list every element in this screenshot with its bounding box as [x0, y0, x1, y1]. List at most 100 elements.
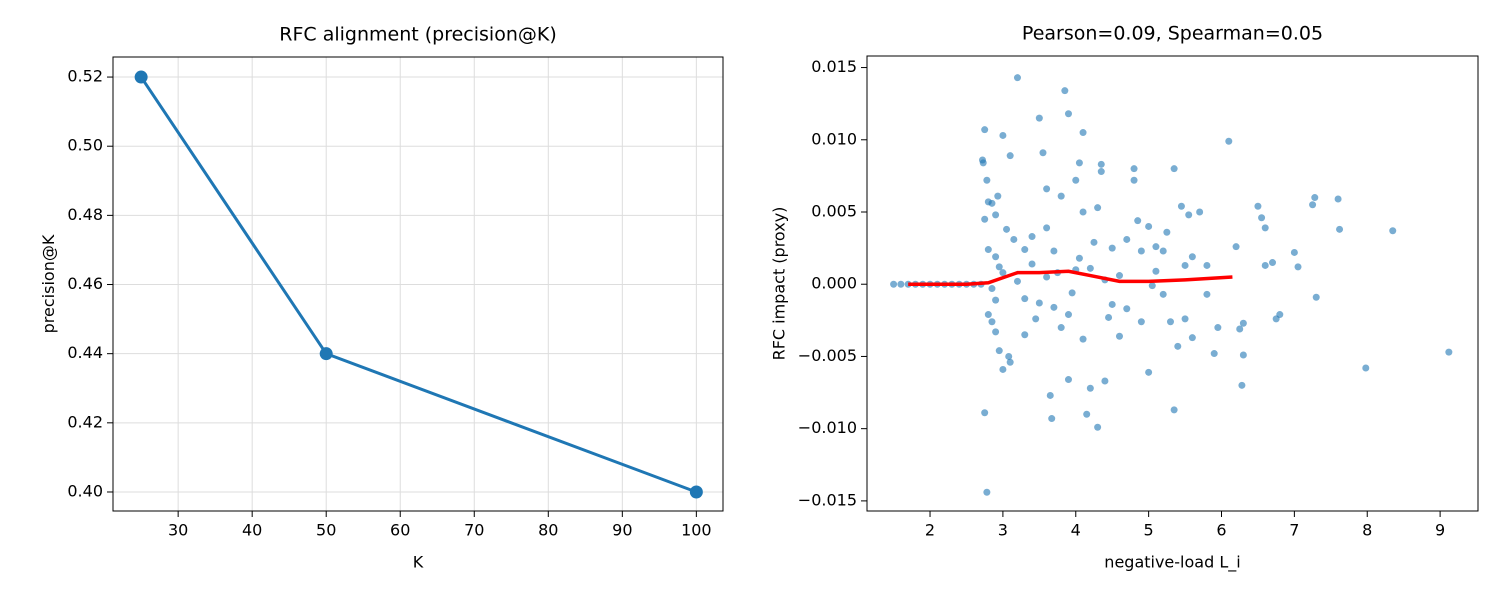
- point: [979, 159, 987, 167]
- x-axis-label: negative-load L_i: [1104, 553, 1240, 573]
- x-tick-label: 50: [316, 521, 336, 540]
- point: [1072, 176, 1080, 184]
- point: [1225, 137, 1233, 145]
- point: [1137, 247, 1145, 255]
- y-tick-label: 0.46: [67, 274, 103, 293]
- point: [1152, 267, 1160, 275]
- point: [981, 409, 989, 417]
- point: [1445, 348, 1453, 356]
- point: [1115, 272, 1123, 280]
- point: [1050, 247, 1058, 255]
- point: [1294, 263, 1302, 271]
- point: [1290, 248, 1298, 256]
- point: [984, 246, 992, 254]
- y-axis-label: precision@K: [39, 234, 58, 333]
- subplot: 2 3 4 5 6 7 8 9 −0.015 −0.010 −0.005 0.000 0.005 0.01…: [769, 23, 1479, 573]
- marker: [689, 485, 703, 499]
- point: [1013, 277, 1021, 285]
- point: [1005, 352, 1013, 360]
- point: [1108, 244, 1116, 252]
- point: [1276, 311, 1284, 319]
- point: [1032, 315, 1040, 323]
- point: [1134, 217, 1142, 225]
- x-axis-label: K: [413, 553, 424, 572]
- x-tick-label: 40: [242, 521, 262, 540]
- point: [1057, 324, 1065, 332]
- point: [1312, 293, 1320, 301]
- point: [1236, 325, 1244, 333]
- x-tick-label: 8: [1362, 521, 1372, 540]
- point: [1075, 254, 1083, 262]
- point: [983, 176, 991, 184]
- point: [1043, 224, 1051, 232]
- x-tick-label: 3: [998, 521, 1008, 540]
- point: [1261, 224, 1269, 232]
- y-tick-label: −0.015: [798, 490, 857, 509]
- point: [1152, 243, 1160, 251]
- point: [1130, 176, 1138, 184]
- point: [992, 296, 1000, 304]
- point: [1203, 290, 1211, 298]
- point: [1311, 194, 1319, 202]
- point: [1166, 318, 1174, 326]
- point: [983, 488, 991, 496]
- y-tick-label: 0.50: [67, 136, 103, 155]
- y-tick-label: 0.42: [67, 412, 103, 431]
- y-tick-label: 0.010: [811, 129, 857, 148]
- point: [1159, 290, 1167, 298]
- point: [988, 199, 996, 207]
- point: [1035, 114, 1043, 122]
- point: [1232, 243, 1240, 251]
- y-tick-label: −0.005: [798, 346, 857, 365]
- point: [1064, 110, 1072, 118]
- plot-frame: [866, 55, 1479, 512]
- point: [1334, 195, 1342, 203]
- point: [992, 328, 1000, 336]
- point: [1064, 311, 1072, 319]
- point: [1258, 214, 1266, 222]
- point: [981, 126, 989, 134]
- point: [1097, 160, 1105, 168]
- y-tick-label: 0.44: [67, 343, 103, 362]
- y-tick-label: −0.010: [798, 418, 857, 437]
- point: [1196, 208, 1204, 216]
- point: [1170, 165, 1178, 173]
- point: [995, 263, 1003, 271]
- point: [1035, 299, 1043, 307]
- point: [1048, 415, 1056, 423]
- y-tick-label: 0.52: [67, 67, 103, 86]
- x-tick-label: 9: [1435, 521, 1445, 540]
- point: [1108, 300, 1116, 308]
- point: [1050, 303, 1058, 311]
- marker: [319, 347, 333, 361]
- point: [992, 253, 1000, 261]
- point: [1188, 334, 1196, 342]
- point: [1115, 332, 1123, 340]
- point: [1181, 261, 1189, 269]
- point: [1043, 273, 1051, 281]
- chart-title: RFC alignment (precision@K): [279, 24, 556, 46]
- point: [1079, 208, 1087, 216]
- point: [1079, 129, 1087, 137]
- point: [1068, 289, 1076, 297]
- point: [1010, 235, 1018, 243]
- point: [1090, 238, 1098, 246]
- point: [1210, 350, 1218, 358]
- point: [999, 269, 1007, 277]
- point: [1028, 260, 1036, 268]
- x-tick-label: 6: [1216, 521, 1226, 540]
- point: [1177, 202, 1185, 210]
- subplot: 30 40 50 60 70 80 90 100 0.40 0.42 0.44 0.46 0.48 0.5…: [39, 24, 724, 572]
- point: [1046, 391, 1054, 399]
- chart-title: Pearson=0.09, Spearman=0.05: [1022, 23, 1323, 45]
- x-tick-label: 5: [1144, 521, 1154, 540]
- point: [1159, 247, 1167, 255]
- point: [1061, 87, 1069, 95]
- point: [1148, 282, 1156, 290]
- y-tick-label: 0.000: [811, 274, 857, 293]
- point: [1163, 228, 1171, 236]
- point: [1203, 261, 1211, 269]
- point: [1185, 211, 1193, 219]
- point: [1003, 225, 1011, 233]
